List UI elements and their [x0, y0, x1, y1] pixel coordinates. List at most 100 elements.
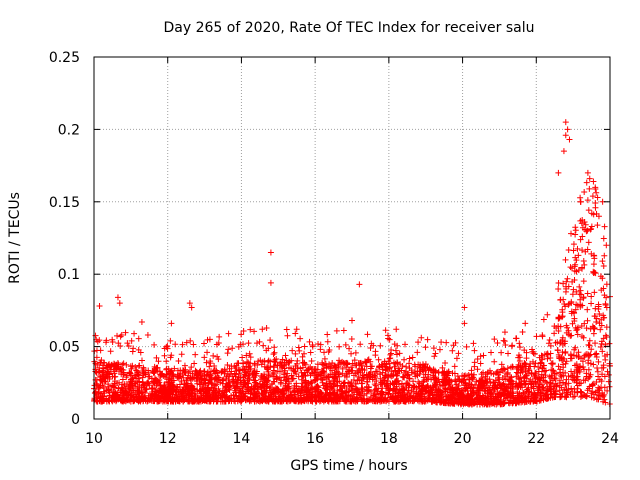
data-point-2698	[108, 394, 115, 401]
data-point-3330	[133, 367, 140, 374]
data-point-3825	[324, 338, 331, 345]
data-point-3036	[559, 309, 566, 316]
data-point-2776	[129, 378, 136, 385]
data-point-3678	[468, 367, 475, 374]
data-point-3281	[603, 294, 610, 301]
data-point-3435	[535, 374, 542, 381]
data-point-3671	[364, 357, 371, 364]
data-point-2434	[398, 380, 405, 387]
data-point-3367	[326, 378, 333, 385]
data-point-3336	[295, 389, 302, 396]
data-point-3666	[251, 328, 258, 335]
data-point-3299	[341, 383, 348, 390]
data-point-3450	[192, 391, 199, 398]
data-point-2901	[91, 382, 98, 389]
data-point-3170	[513, 365, 520, 372]
data-point-3543	[547, 342, 554, 349]
data-point-3603	[431, 353, 438, 360]
data-point-3650	[259, 326, 266, 333]
data-point-3430	[226, 382, 233, 389]
data-point-3827	[151, 341, 158, 348]
data-point-2784	[420, 398, 427, 405]
data-point-464	[584, 290, 591, 297]
data-point-2996	[563, 278, 570, 285]
data-point-1404	[376, 363, 383, 370]
data-point-3389	[315, 371, 322, 378]
data-point-3720	[265, 345, 272, 352]
data-point-3568	[489, 399, 496, 406]
data-point-3417	[255, 390, 262, 397]
data-point-3553	[285, 378, 292, 385]
data-point-3224	[247, 360, 254, 367]
data-point-3807	[256, 338, 263, 345]
data-point-2835	[235, 366, 242, 373]
data-point-1872	[411, 361, 418, 368]
data-point-3795	[555, 286, 562, 293]
data-point-3442	[211, 367, 218, 374]
data-point-3456	[563, 394, 570, 401]
data-point-3657	[352, 349, 359, 356]
data-point-3591	[413, 395, 420, 402]
data-point-3855	[301, 350, 308, 357]
data-point-3530	[452, 378, 459, 385]
data-point-2806	[277, 379, 284, 386]
data-point-3443	[574, 369, 581, 376]
data-point-3252	[455, 396, 462, 403]
x-tick-label: 14	[233, 431, 251, 447]
data-point-3889	[595, 213, 602, 220]
data-point-3767	[289, 347, 296, 354]
data-point-3862	[116, 300, 123, 307]
data-point-2098	[178, 377, 185, 384]
data-point-3489	[539, 356, 546, 363]
data-point-2626	[322, 373, 329, 380]
y-tick-label: 0.25	[49, 50, 80, 66]
data-point-3303	[555, 363, 562, 370]
data-point-3567	[584, 306, 591, 313]
data-point-2200	[132, 393, 139, 400]
data-point-2253	[308, 379, 315, 386]
data-point-3096	[532, 395, 539, 402]
data-point-3856	[253, 340, 260, 347]
data-point-2713	[197, 387, 204, 394]
data-point-3513	[263, 364, 270, 371]
data-point-3312	[304, 369, 311, 376]
data-point-3814	[523, 349, 530, 356]
data-point-3670	[128, 337, 135, 344]
data-point-3590	[140, 366, 147, 373]
data-point-3352	[592, 313, 599, 320]
data-point-3229	[383, 373, 390, 380]
data-point-3431	[394, 387, 401, 394]
data-point-1276	[576, 283, 583, 290]
data-point-3636	[516, 357, 523, 364]
data-point-3642	[351, 357, 358, 364]
data-point-3280	[427, 388, 434, 395]
plot-frame	[93, 56, 611, 420]
x-tick-label: 16	[306, 431, 324, 447]
data-point-3481	[157, 387, 164, 394]
data-point-3476	[421, 363, 428, 370]
data-point-2190	[544, 355, 551, 362]
data-point-2594	[279, 356, 286, 363]
data-point-3640	[436, 346, 443, 353]
data-point-2678	[221, 370, 228, 377]
data-point-3748	[333, 327, 340, 334]
data-point-3392	[187, 392, 194, 399]
data-point-3734	[263, 324, 270, 331]
data-point-2401	[107, 366, 114, 373]
data-point-3890	[603, 242, 610, 249]
data-point-3844	[438, 339, 445, 346]
data-point-1983	[308, 385, 315, 392]
data-point-3512	[151, 386, 158, 393]
data-point-3511	[281, 371, 288, 378]
data-point-3467	[415, 383, 422, 390]
data-point-1544	[590, 324, 597, 331]
data-point-3329	[225, 376, 232, 383]
data-point-2309	[596, 385, 603, 392]
data-point-3440	[200, 380, 207, 387]
data-point-3834	[206, 336, 213, 343]
data-point-1364	[590, 261, 597, 268]
data-point-915	[598, 287, 605, 294]
data-point-3533	[595, 384, 602, 391]
data-point-3681	[519, 328, 526, 335]
data-point-3545	[433, 394, 440, 401]
